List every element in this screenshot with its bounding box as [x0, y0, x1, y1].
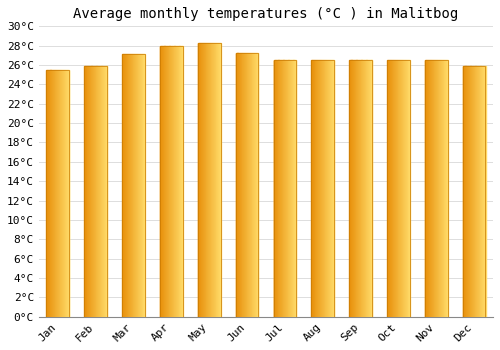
Bar	[312, 60, 334, 317]
Bar	[84, 66, 107, 317]
Bar	[387, 60, 410, 317]
Title: Average monthly temperatures (°C ) in Malitbog: Average monthly temperatures (°C ) in Ma…	[74, 7, 458, 21]
Bar	[160, 46, 182, 317]
Bar	[236, 54, 258, 317]
Bar	[46, 70, 69, 317]
Bar	[349, 60, 372, 317]
Bar	[274, 60, 296, 317]
Bar	[425, 60, 448, 317]
Bar	[122, 54, 145, 317]
Bar	[198, 43, 220, 317]
Bar	[463, 66, 485, 317]
